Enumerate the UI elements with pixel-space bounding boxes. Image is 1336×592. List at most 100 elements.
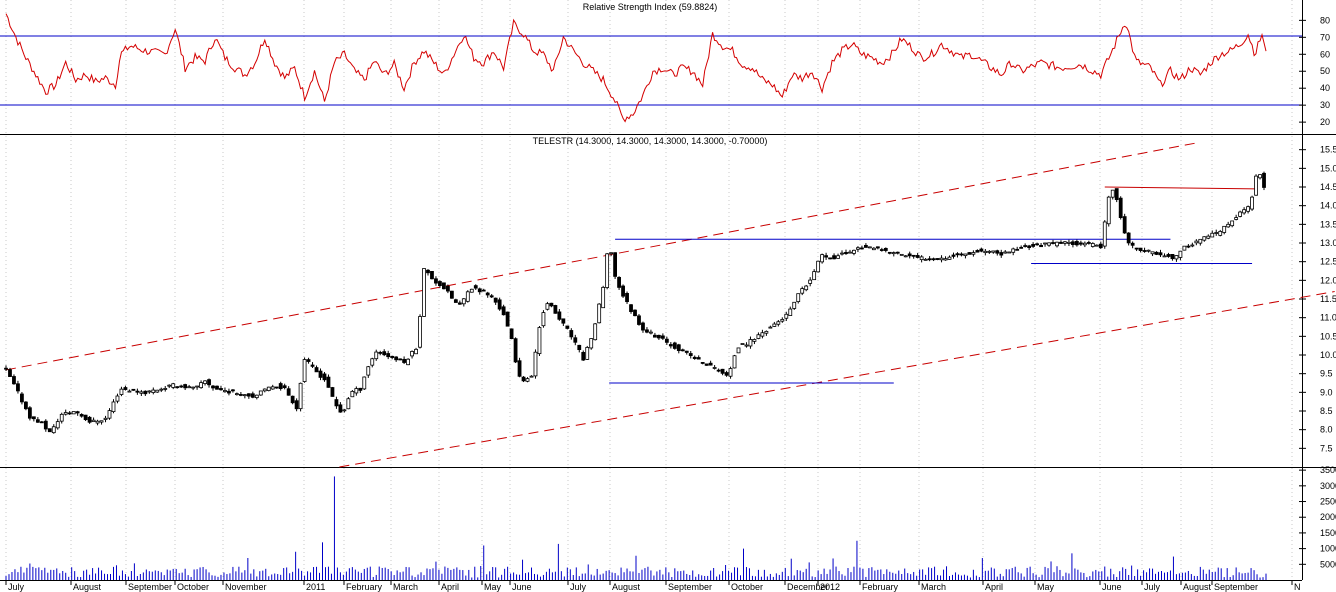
price-bar-body [792,301,797,309]
price-tick-label: 12.0 [1320,275,1336,285]
price-bar-body [227,390,231,394]
price-bar-body [951,254,956,257]
price-bar-body [537,327,542,355]
rsi-tick-label: 70 [1320,32,1330,42]
price-tick-label: 9.5 [1320,369,1333,379]
price-bar-body [262,388,267,392]
price-bar-body [629,304,633,312]
price-bar-body [772,323,777,327]
price-bar-body [585,347,590,360]
price-bar-body [756,334,761,339]
price-bar-body [310,364,315,367]
x-tick-label: April [985,582,1003,592]
price-bar-body [864,244,868,248]
price-bar-body [434,278,438,284]
price-bar-body [1214,232,1219,234]
x-tick-label: N [1294,582,1301,592]
price-bar-body [768,326,773,329]
price-bar-body [1035,243,1039,246]
price-bar-body [609,252,614,255]
price-bar-body [915,255,920,258]
x-tick-label: September [1214,582,1258,592]
price-bar-body [414,348,418,355]
price-bar-body [1142,250,1147,252]
price-bar-body [720,368,725,374]
price-bar-body [581,352,586,361]
price-bar-body [836,255,840,259]
price-bar-body [27,407,32,419]
price-bar-body [306,359,311,362]
price-bar-body [1146,249,1151,252]
x-tick-label: October [731,582,763,592]
price-bar-body [445,285,450,292]
price-bar-body [816,260,821,273]
price-bar-body [12,376,16,385]
rsi-tick-label: 30 [1320,100,1330,110]
price-bar-body [1198,238,1203,244]
price-bar-body [1114,188,1119,200]
price-bar-body [426,269,430,274]
price-tick-label: 15.5 [1320,145,1336,155]
price-bar-body [422,268,426,317]
price-bar-body [804,285,809,291]
price-bar-body [390,355,395,358]
price-bar-body [593,323,598,341]
price-bar-body [382,351,387,356]
price-bar-body [597,303,602,324]
rsi-tick-label: 60 [1320,49,1330,59]
price-bar-body [430,270,434,280]
price-bar-body [963,253,968,257]
price-bar-body [696,357,701,360]
price-bar-body [553,305,558,314]
price-bar-body [298,382,303,410]
price-bar-body [748,339,753,347]
price-bar-body [47,428,52,433]
price-bar-body [744,344,749,347]
x-tick-label: March [921,582,946,592]
price-bar-body [1126,232,1131,244]
price-bar-body [967,252,972,255]
price-bar-body [493,297,498,303]
x-tick-label: June [512,582,532,592]
price-bar-body [708,362,713,366]
price-bar-body [1234,217,1239,220]
price-bar-body [1170,254,1175,260]
price-bar-body [179,385,184,388]
volume-tick-label: 20000 [1320,512,1336,522]
price-bar-body [115,395,120,402]
price-bars [4,171,1266,434]
price-bar-body [203,380,207,384]
price-bar-body [1162,255,1167,258]
price-bar-body [366,366,371,376]
price-bar-body [1250,196,1254,210]
price-bar-body [1242,209,1247,214]
price-bar-body [724,372,729,376]
price-bar-body [481,289,486,292]
price-bar-body [1090,243,1095,247]
price-bar-body [676,344,681,351]
price-bar-body [517,360,522,377]
price-bar-body [625,293,629,303]
price-bar-body [461,298,466,305]
rsi-line [5,13,1267,123]
price-bar-body [91,419,96,423]
price-bar-body [840,252,844,255]
price-bar-body [418,316,422,348]
price-bar-body [1258,174,1262,179]
price-bar-body [871,247,876,251]
price-bar-body [577,344,582,351]
price-bar-body [1043,242,1047,245]
price-bar-body [55,421,60,429]
price-bar-body [270,386,275,390]
price-bar-body [668,344,673,347]
price-tick-label: 14.5 [1320,182,1336,192]
price-tick-label: 8.5 [1320,406,1333,416]
price-bar-body [875,246,880,249]
price-bar-body [1174,255,1179,260]
price-bar-body [1122,216,1127,234]
price-bar-body [147,390,152,393]
x-tick-label: March [393,582,418,592]
price-bar-body [215,385,219,390]
price-bar-body [1118,197,1123,218]
